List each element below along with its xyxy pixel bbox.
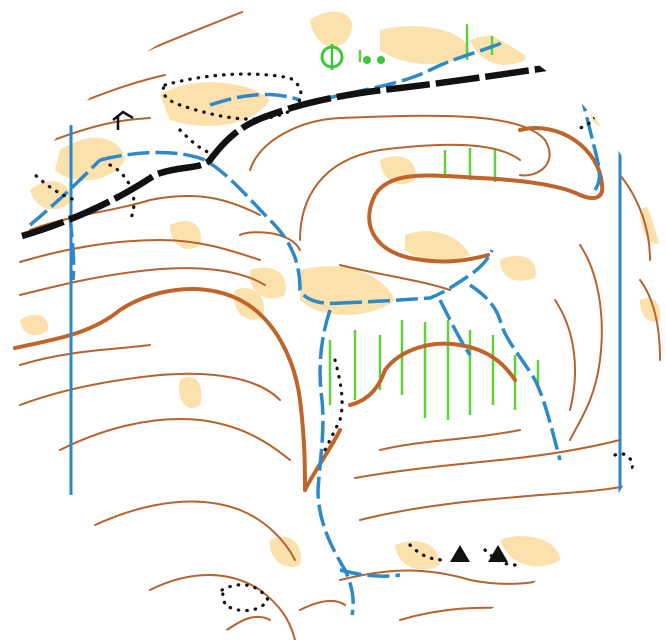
boulders bbox=[450, 545, 508, 562]
boulder-icon bbox=[450, 545, 470, 562]
road bbox=[21, 61, 566, 240]
green-dot-icon bbox=[363, 56, 371, 64]
contour-lines bbox=[19, 11, 661, 640]
streams bbox=[28, 33, 602, 616]
index-contours bbox=[13, 126, 605, 492]
north-lines bbox=[69, 125, 622, 495]
dotted-boundaries bbox=[28, 72, 635, 613]
point-features bbox=[320, 44, 385, 70]
green-dot-icon bbox=[377, 56, 385, 64]
boulder-icon bbox=[488, 545, 508, 562]
track-ladder bbox=[112, 110, 134, 130]
marsh-hatching bbox=[328, 15, 540, 420]
